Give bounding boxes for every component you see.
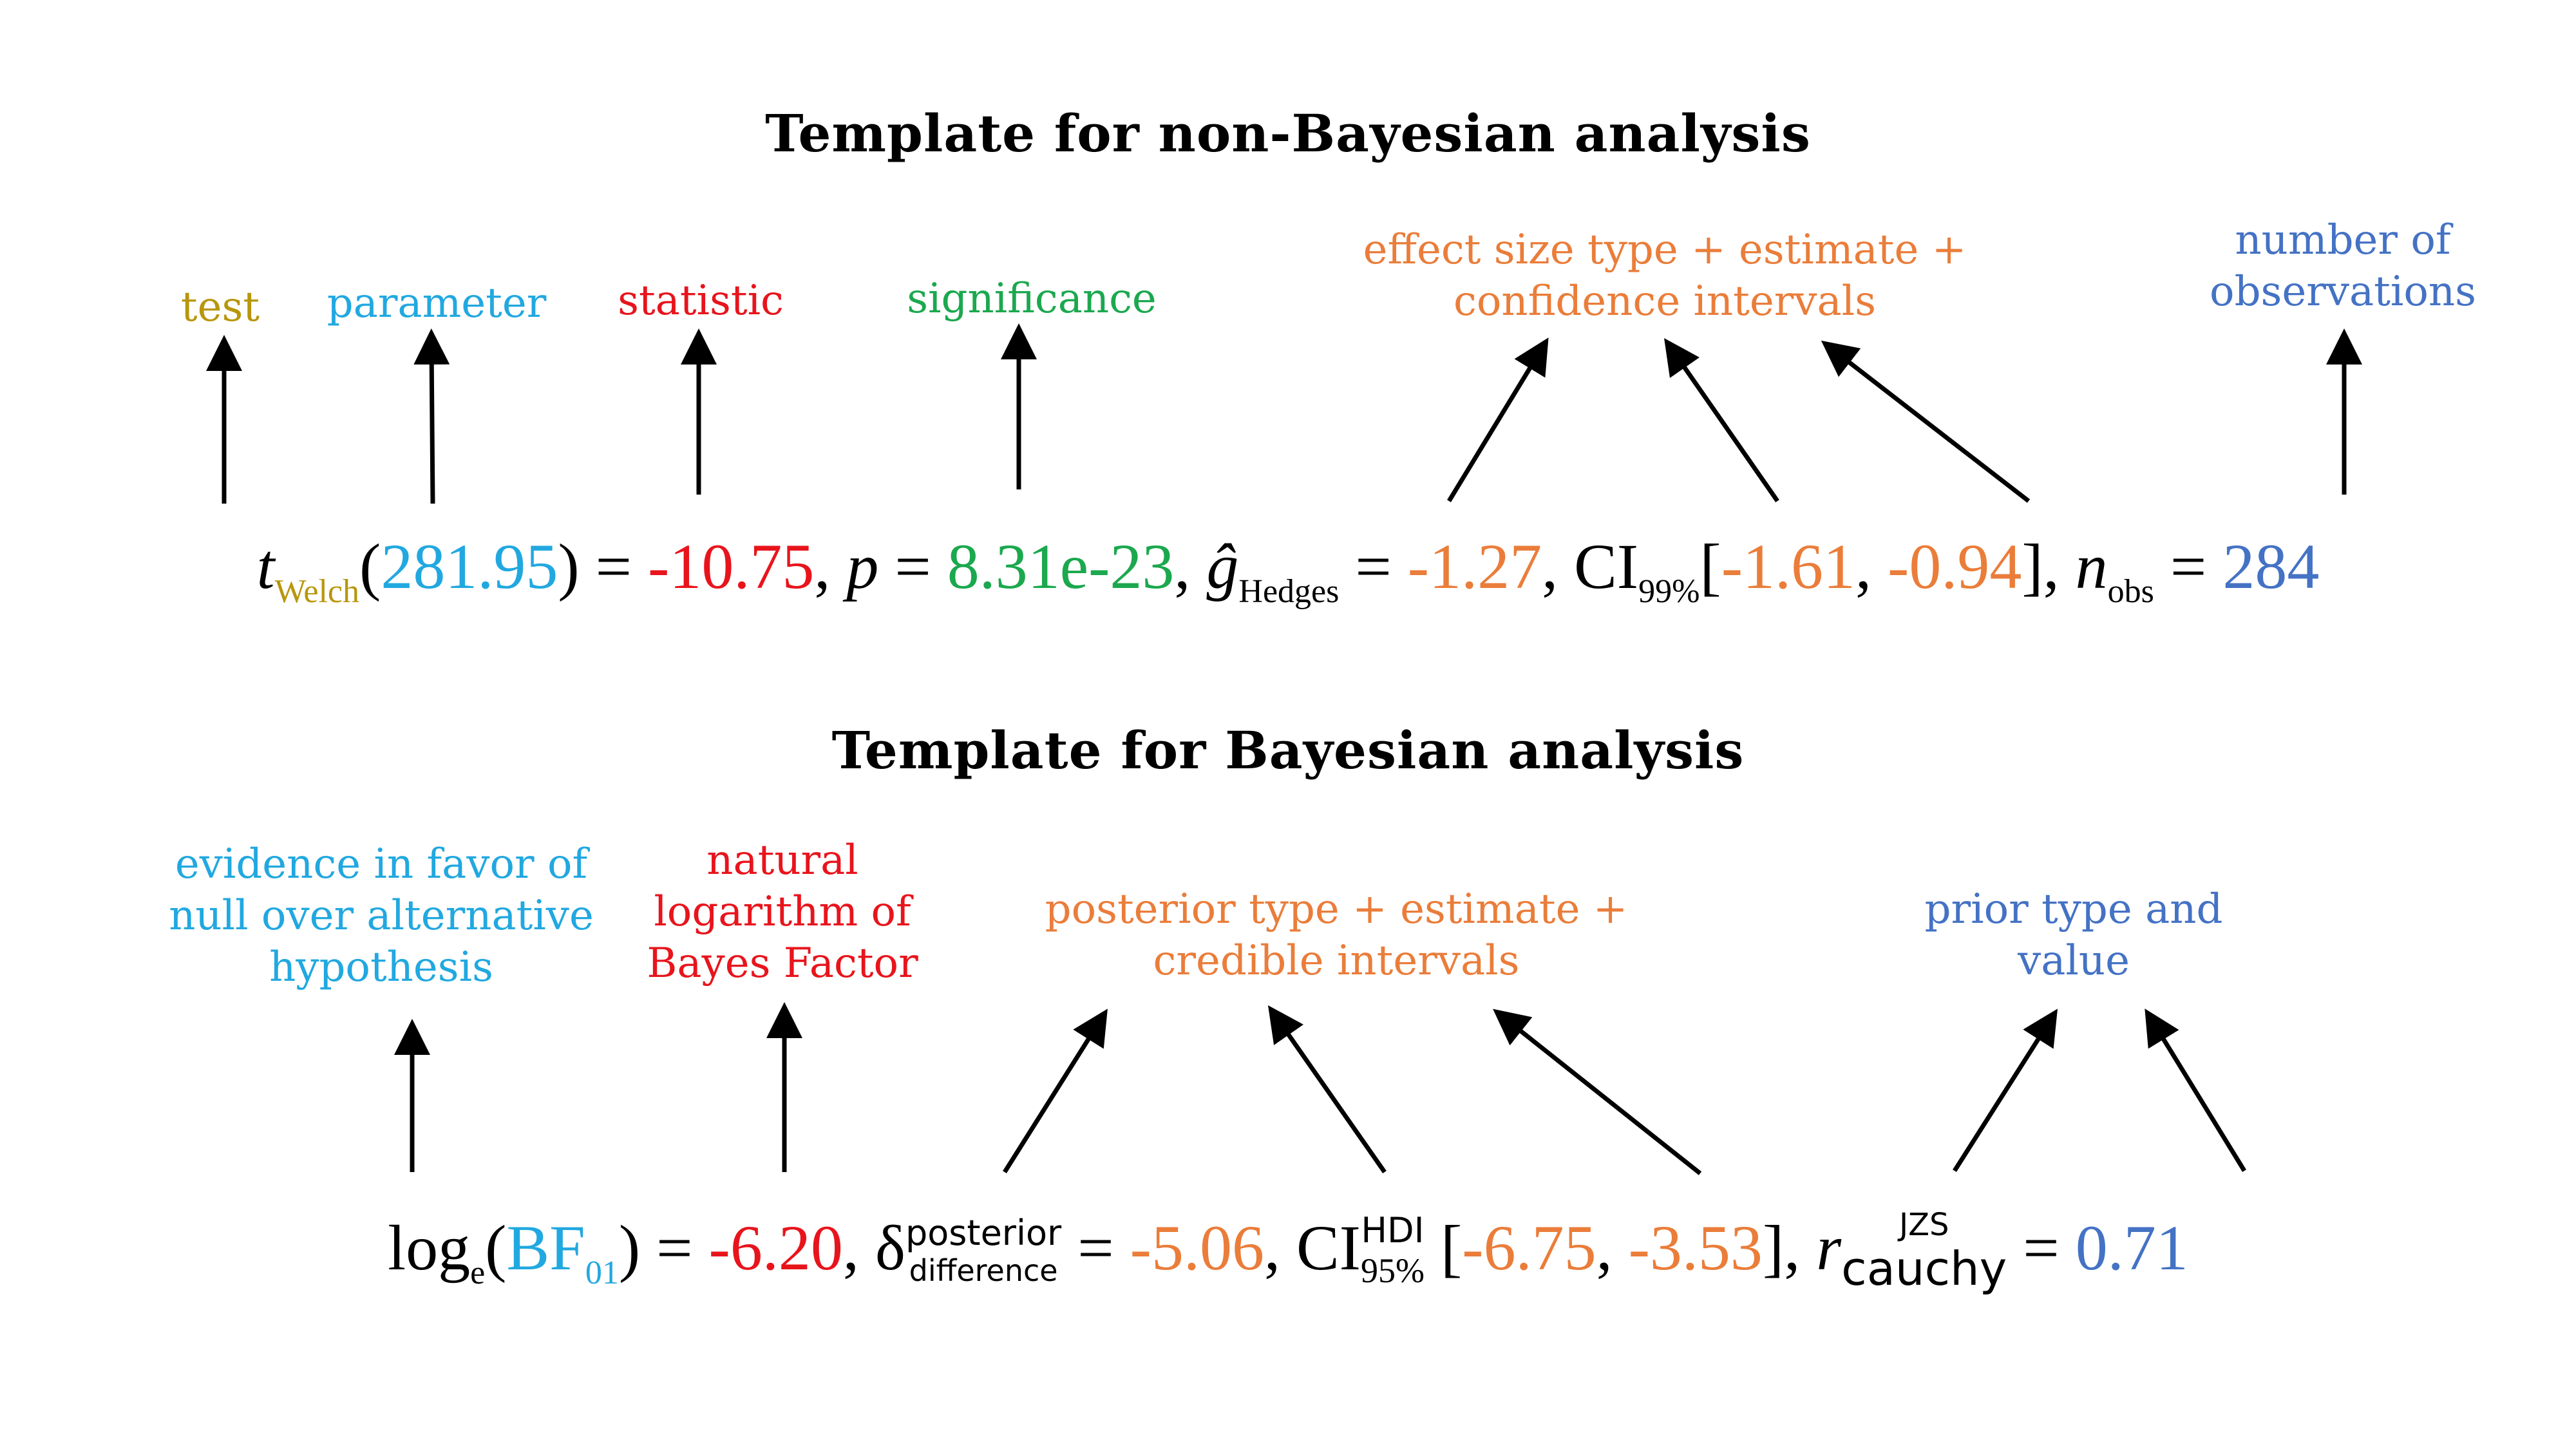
arrow-posterior-ci-low	[1267, 1005, 1387, 1174]
label-prior-line2: value	[2018, 937, 2130, 985]
formula-statistic: -10.75	[648, 531, 815, 602]
formula-bracket-close-b: ],	[1762, 1212, 1817, 1283]
formula-close-eq: ) =	[558, 531, 649, 602]
label-obs-line2: observations	[2210, 268, 2476, 316]
label-posterior-line2: credible intervals	[1153, 937, 1520, 985]
formula-prior-value: 0.71	[2075, 1212, 2188, 1283]
formula-r-scripts: JZS cauchy	[1841, 1209, 2007, 1292]
formula-obs: obs	[2107, 573, 2154, 610]
nonbayes-title: Template for non-Bayesian analysis	[765, 103, 1811, 164]
arrow-effect-estimate	[1447, 337, 1549, 502]
bayes-formula: loge(BF01) = -6.20, δ posterior difference…	[0, 1203, 2576, 1318]
formula-eq2: =	[1339, 531, 1408, 602]
formula-comma2: ,	[1174, 531, 1207, 602]
label-evidence-line2: null over alternative	[169, 892, 594, 940]
formula-p: p	[846, 531, 879, 602]
label-prior-line1: prior type and	[1924, 886, 2223, 933]
formula-ci-sep: ,	[1855, 531, 1888, 602]
formula-posterior-sup: posterior	[905, 1213, 1062, 1254]
formula-close-eq-b: ) =	[618, 1212, 709, 1283]
formula-delta: δ	[875, 1212, 905, 1283]
formula-open-paren: (	[359, 531, 381, 602]
formula-ci-level: 99%	[1638, 573, 1700, 610]
formula-cauchy-sub: cauchy	[1841, 1242, 2007, 1296]
formula-bracket-open-b: [	[1424, 1212, 1463, 1283]
formula-comma1: ,	[814, 531, 847, 602]
label-evidence: evidence in favor of null over alternati…	[169, 838, 594, 993]
formula-df: 281.95	[381, 531, 558, 602]
formula-bf-sub: 01	[585, 1255, 619, 1291]
label-posterior-line1: posterior type + estimate +	[1045, 886, 1628, 933]
label-evidence-line3: hypothesis	[269, 943, 493, 991]
label-effect-size: effect size type + estimate + confidence…	[1363, 224, 1967, 327]
label-observations: number of observations	[2210, 214, 2476, 317]
arrow-posterior-estimate	[1003, 1009, 1108, 1173]
formula-comma1-b: ,	[842, 1212, 875, 1283]
formula-open-paren-b: (	[485, 1212, 507, 1283]
formula-log-bf-value: -6.20	[708, 1212, 843, 1283]
label-obs-line1: number of	[2235, 216, 2451, 264]
label-evidence-line1: evidence in favor of	[175, 840, 588, 888]
label-log-line3: Bayes Factor	[647, 940, 918, 987]
formula-comma2-b: , CI	[1264, 1212, 1361, 1283]
formula-difference-sub: difference	[909, 1253, 1058, 1289]
arrow-parameter	[413, 328, 450, 504]
formula-comma3: , CI	[1542, 531, 1639, 602]
formula-ci-low: -1.61	[1721, 531, 1856, 602]
arrow-posterior-ci-high	[1493, 1009, 1702, 1175]
formula-bracket-close: ],	[2022, 531, 2076, 602]
label-significance: significance	[907, 275, 1157, 323]
formula-p-value: 8.31e-23	[947, 531, 1175, 602]
label-effect-line2: confidence intervals	[1454, 278, 1876, 325]
formula-log: log	[388, 1212, 471, 1283]
formula-eq1-b: =	[1061, 1212, 1130, 1283]
formula-g-hat: ĝ	[1206, 531, 1239, 602]
label-log-line1: natural	[706, 837, 858, 884]
formula-ci-level-b: 95%	[1360, 1251, 1425, 1291]
formula-n: n	[2075, 531, 2108, 602]
formula-eq2-b: =	[2007, 1212, 2076, 1283]
label-statistic: statistic	[618, 277, 784, 325]
formula-ci-sep-b: ,	[1596, 1212, 1629, 1283]
formula-eq3: =	[2154, 531, 2223, 602]
label-posterior: posterior type + estimate + credible int…	[1045, 884, 1628, 987]
label-log-bayes-factor: natural logarithm of Bayes Factor	[647, 835, 918, 989]
formula-n-value: 284	[2222, 531, 2320, 602]
formula-bf: BF	[506, 1212, 585, 1283]
arrow-prior-type	[1953, 1009, 2058, 1172]
formula-hdi-sup: HDI	[1361, 1210, 1425, 1251]
formula-hedges: Hedges	[1238, 573, 1340, 610]
formula-eq1: =	[878, 531, 947, 602]
formula-log-base: e	[470, 1255, 486, 1291]
label-log-line2: logarithm of	[654, 888, 911, 936]
formula-ci-low-b: -6.75	[1462, 1212, 1596, 1283]
arrow-effect-ci-high	[1821, 340, 2031, 503]
bayes-title: Template for Bayesian analysis	[831, 720, 1745, 781]
formula-r: r	[1816, 1212, 1842, 1283]
formula-ci-high: -0.94	[1888, 531, 2022, 602]
formula-ci-high-b: -3.53	[1628, 1212, 1763, 1283]
arrow-effect-ci-low	[1664, 338, 1779, 502]
formula-jzs-sup: JZS	[1899, 1207, 1949, 1244]
formula-effect-estimate: -1.27	[1407, 531, 1542, 602]
label-test: test	[180, 283, 260, 331]
label-effect-line1: effect size type + estimate +	[1363, 226, 1967, 274]
arrow-prior-value	[2145, 1009, 2246, 1172]
formula-ci-scripts: HDI 95%	[1360, 1210, 1425, 1291]
nonbayes-formula: tWelch(281.95) = -10.75, p = 8.31e-23, ĝ…	[0, 522, 2576, 637]
formula-bracket-open: [	[1700, 531, 1721, 602]
formula-posterior-estimate: -5.06	[1130, 1212, 1264, 1283]
formula-t: t	[256, 531, 275, 602]
label-prior: prior type and value	[1925, 884, 2223, 987]
formula-delta-scripts: posterior difference	[905, 1213, 1062, 1289]
formula-test-name: Welch	[274, 573, 359, 610]
label-parameter: parameter	[327, 279, 547, 327]
